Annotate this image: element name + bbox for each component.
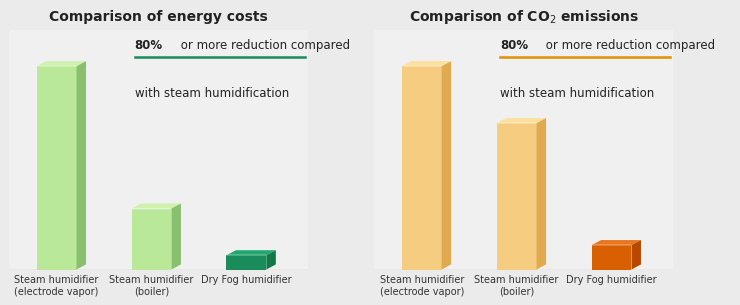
Polygon shape bbox=[172, 203, 181, 270]
Polygon shape bbox=[226, 250, 276, 255]
Polygon shape bbox=[132, 203, 181, 209]
Polygon shape bbox=[536, 118, 546, 270]
Bar bbox=[226, 255, 266, 270]
Title: Comparison of energy costs: Comparison of energy costs bbox=[50, 10, 268, 24]
Polygon shape bbox=[266, 250, 276, 270]
Bar bbox=[402, 66, 442, 270]
Bar bbox=[37, 66, 76, 270]
Title: Comparison of CO$_2$ emissions: Comparison of CO$_2$ emissions bbox=[408, 8, 639, 26]
Text: 80%: 80% bbox=[135, 39, 163, 52]
Polygon shape bbox=[37, 61, 86, 66]
Polygon shape bbox=[591, 240, 641, 245]
Polygon shape bbox=[631, 240, 641, 270]
Bar bbox=[591, 245, 631, 270]
Polygon shape bbox=[442, 61, 451, 270]
Text: 80%: 80% bbox=[500, 39, 528, 52]
Polygon shape bbox=[402, 61, 451, 66]
Bar bbox=[497, 123, 536, 270]
Bar bbox=[132, 209, 172, 270]
Text: with steam humidification: with steam humidification bbox=[500, 87, 654, 100]
Text: or more reduction compared: or more reduction compared bbox=[177, 39, 350, 52]
Polygon shape bbox=[76, 61, 86, 270]
Text: or more reduction compared: or more reduction compared bbox=[542, 39, 715, 52]
Text: with steam humidification: with steam humidification bbox=[135, 87, 289, 100]
Polygon shape bbox=[497, 118, 546, 123]
